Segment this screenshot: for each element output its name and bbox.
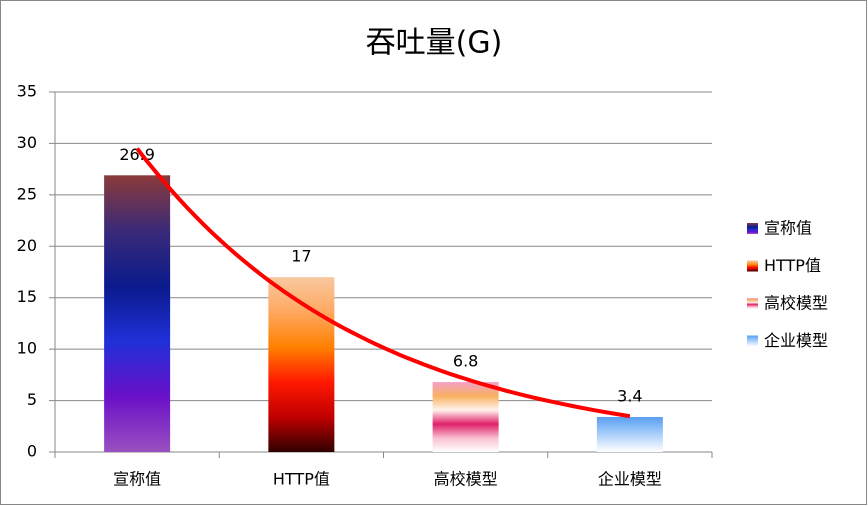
legend-label: HTTP值	[764, 256, 821, 275]
legend-label: 宣称值	[764, 219, 812, 238]
y-tick-label: 25	[17, 184, 37, 203]
y-tick-label: 15	[17, 287, 37, 306]
bar	[432, 382, 499, 452]
x-tick-label: 高校模型	[434, 470, 498, 489]
x-tick-label: 宣称值	[113, 470, 161, 489]
data-label: 17	[291, 247, 311, 266]
bar	[104, 175, 171, 453]
y-tick-label: 10	[17, 339, 37, 358]
bar	[596, 417, 663, 452]
x-tick-label: HTTP值	[273, 470, 330, 489]
y-tick-label: 5	[27, 390, 37, 409]
x-tick-label: 企业模型	[598, 470, 662, 489]
trendline	[135, 147, 631, 419]
chart-title: 吞吐量(G)	[366, 26, 503, 61]
legend-swatch	[747, 298, 758, 309]
legend-swatch	[747, 335, 758, 347]
y-tick-label: 0	[27, 442, 37, 461]
legend-swatch	[747, 223, 758, 234]
legend-swatch	[747, 260, 758, 272]
y-tick-label: 30	[17, 133, 37, 152]
legend-label: 高校模型	[764, 294, 828, 313]
legend-label: 企业模型	[764, 331, 828, 350]
data-label: 26.9	[119, 145, 155, 164]
y-tick-label: 20	[17, 236, 37, 255]
data-label: 3.4	[617, 387, 642, 406]
data-label: 6.8	[453, 352, 478, 371]
y-tick-label: 35	[17, 82, 37, 101]
bar	[268, 277, 335, 452]
